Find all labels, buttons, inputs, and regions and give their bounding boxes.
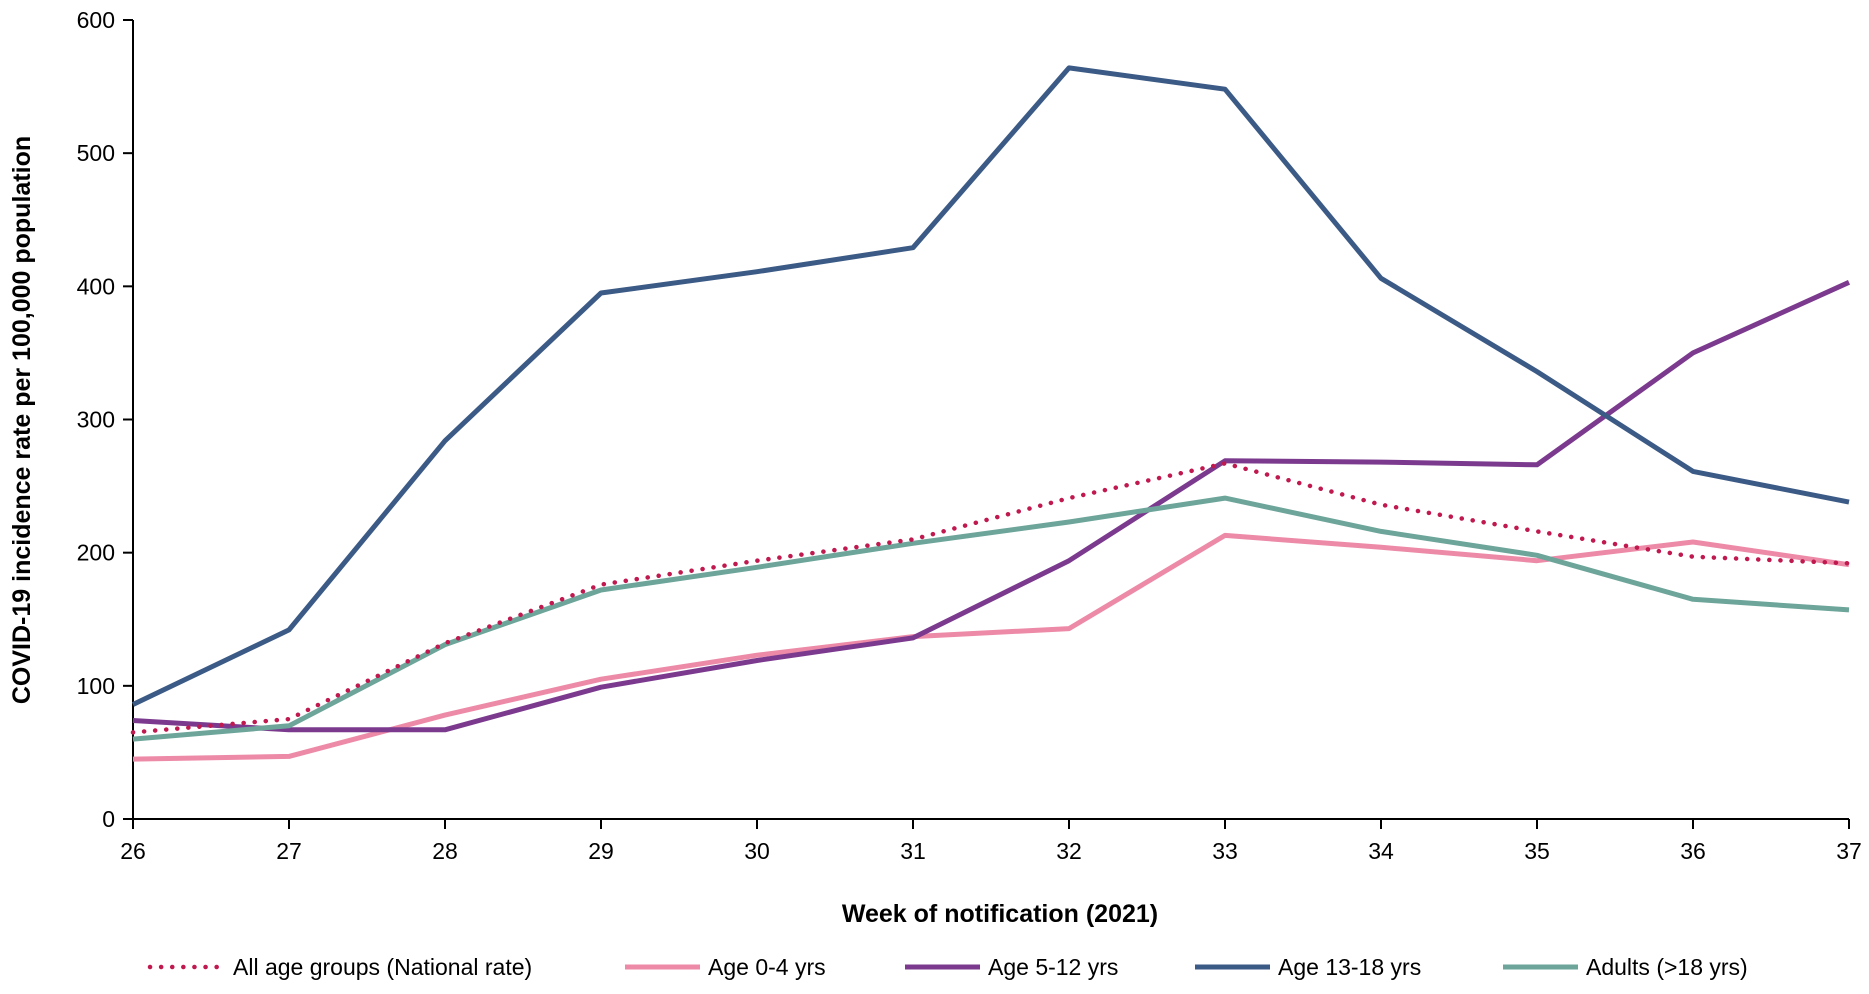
x-tick-label: 30 bbox=[744, 838, 770, 864]
y-tick-label: 100 bbox=[77, 673, 115, 699]
x-tick-label: 33 bbox=[1212, 838, 1238, 864]
x-tick-label: 27 bbox=[276, 838, 302, 864]
y-tick-label: 500 bbox=[77, 140, 115, 166]
x-tick-label: 37 bbox=[1836, 838, 1862, 864]
y-tick-label: 0 bbox=[102, 806, 115, 832]
x-tick-label: 29 bbox=[588, 838, 614, 864]
legend-label: Age 0-4 yrs bbox=[708, 954, 826, 980]
axes: 0 100 200 300 400 500 600 26 27 28 29 30 31 32 33 34 35 3… bbox=[77, 7, 1862, 864]
series-line-adults-18-yrs bbox=[132, 495, 1850, 742]
x-tick-label: 36 bbox=[1680, 838, 1706, 864]
series-line-all-age-groups-national-rate bbox=[130, 461, 1852, 735]
series-line-age-5-12-yrs bbox=[132, 280, 1851, 733]
legend-label: Age 13-18 yrs bbox=[1278, 954, 1421, 980]
legend-label: Adults (>18 yrs) bbox=[1586, 954, 1748, 980]
x-tick-label: 32 bbox=[1056, 838, 1082, 864]
series-line-age-0-4-yrs bbox=[132, 532, 1850, 762]
x-tick-label: 28 bbox=[432, 838, 458, 864]
series-line-age-13-18-yrs bbox=[131, 65, 1850, 707]
y-tick-label: 400 bbox=[77, 273, 115, 299]
x-tick-label: 34 bbox=[1368, 838, 1394, 864]
y-tick-label: 600 bbox=[77, 7, 115, 33]
x-tick-label: 31 bbox=[900, 838, 926, 864]
x-tick-label: 26 bbox=[120, 838, 146, 864]
x-axis-title: Week of notification (2021) bbox=[842, 900, 1158, 928]
y-tick-label: 300 bbox=[77, 407, 115, 433]
y-tick-label: 200 bbox=[77, 540, 115, 566]
legend-label: All age groups (National rate) bbox=[233, 954, 532, 980]
y-axis-title: COVID-19 incidence rate per 100,000 popu… bbox=[8, 136, 36, 704]
series-lines bbox=[130, 65, 1852, 762]
legend-label: Age 5-12 yrs bbox=[988, 954, 1118, 980]
x-tick-label: 35 bbox=[1524, 838, 1550, 864]
legend: All age groups (National rate) Age 0-4 yr… bbox=[147, 954, 1748, 980]
